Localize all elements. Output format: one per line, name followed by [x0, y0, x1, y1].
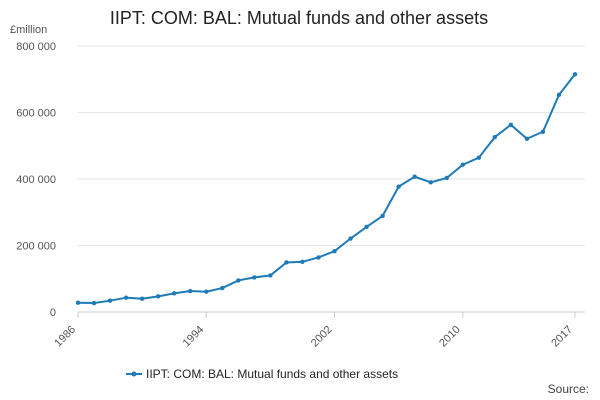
- chart-title: IIPT: COM: BAL: Mutual funds and other a…: [110, 8, 488, 28]
- y-tick-label: 0: [50, 307, 56, 319]
- y-tick-label: 200 000: [16, 241, 56, 253]
- data-point[interactable]: [460, 162, 465, 167]
- y-tick-label: 400 000: [16, 174, 56, 186]
- data-point[interactable]: [524, 136, 530, 141]
- data-point[interactable]: [476, 155, 482, 160]
- data-point[interactable]: [171, 291, 177, 296]
- data-point[interactable]: [572, 72, 578, 77]
- data-point[interactable]: [332, 248, 337, 254]
- x-axis: 1986 1994 2002 2010 2017: [52, 312, 576, 350]
- data-point[interactable]: [540, 129, 546, 134]
- data-points: [75, 72, 578, 306]
- data-point[interactable]: [300, 259, 305, 264]
- gridlines: [78, 45, 585, 246]
- y-axis: 0 200 000 400 000 600 000 800 000: [16, 41, 56, 319]
- y-tick-label: 600 000: [16, 108, 56, 120]
- data-point[interactable]: [380, 213, 385, 219]
- legend-dot-marker: [131, 371, 137, 377]
- data-point[interactable]: [220, 285, 225, 291]
- data-point[interactable]: [364, 224, 369, 230]
- data-point[interactable]: [412, 174, 417, 179]
- y-tick-label: 800 000: [16, 41, 56, 53]
- data-point[interactable]: [139, 296, 145, 301]
- legend: IIPT: COM: BAL: Mutual funds and other a…: [126, 367, 398, 381]
- x-tick-label: 2017: [549, 324, 575, 350]
- source-label: Source:: [548, 382, 589, 396]
- data-point[interactable]: [75, 300, 81, 305]
- data-point[interactable]: [284, 260, 289, 265]
- data-point[interactable]: [348, 236, 353, 241]
- x-tick-label: 2010: [437, 324, 463, 350]
- data-point[interactable]: [508, 122, 514, 128]
- x-tick-label: 2002: [309, 324, 335, 350]
- y-axis-unit-label: £million: [10, 24, 47, 36]
- data-point[interactable]: [188, 288, 193, 294]
- data-point[interactable]: [268, 273, 273, 278]
- x-tick-label: 1994: [181, 324, 207, 350]
- data-point[interactable]: [236, 278, 241, 283]
- x-tick-label: 1986: [52, 324, 78, 350]
- data-point[interactable]: [155, 294, 161, 299]
- data-point[interactable]: [428, 180, 433, 185]
- data-point[interactable]: [444, 175, 449, 181]
- data-point[interactable]: [316, 255, 321, 260]
- legend-label: IIPT: COM: BAL: Mutual funds and other a…: [146, 367, 398, 381]
- data-point[interactable]: [123, 295, 129, 300]
- data-point[interactable]: [107, 298, 113, 303]
- data-point[interactable]: [556, 92, 562, 98]
- data-point[interactable]: [204, 289, 209, 294]
- series-line: [77, 73, 576, 305]
- data-point[interactable]: [91, 300, 97, 306]
- data-point[interactable]: [396, 184, 401, 189]
- data-point[interactable]: [492, 134, 498, 140]
- data-point[interactable]: [252, 275, 257, 280]
